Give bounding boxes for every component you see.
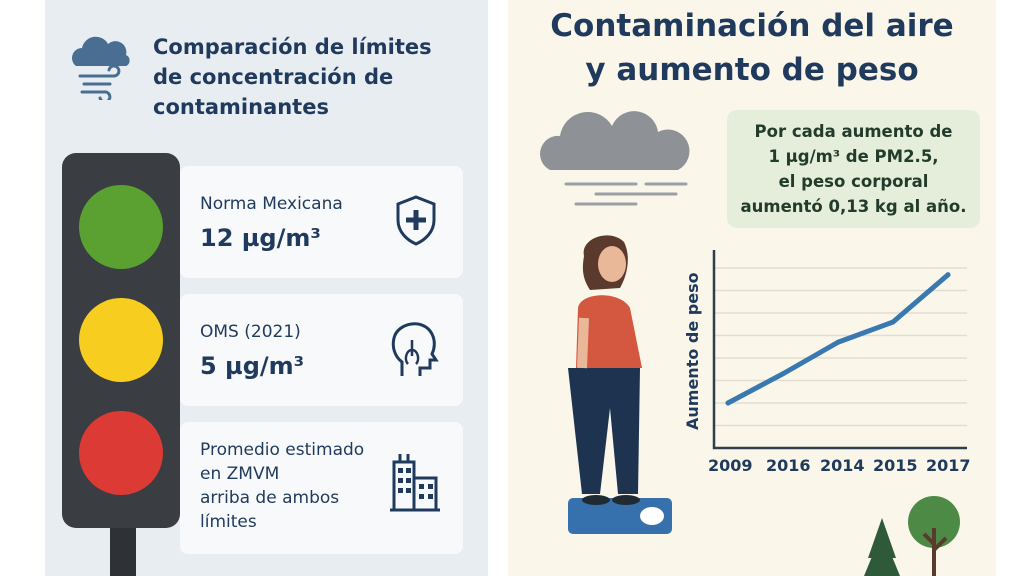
label-line: en ZMVM <box>200 464 280 484</box>
red-lamp <box>79 411 163 495</box>
title-line: y aumento de peso <box>585 52 919 88</box>
card-norma-mexicana: Norma Mexicana 12 µg/m³ <box>180 166 463 278</box>
card-zmvm: Promedio estimado en ZMVM arriba de ambo… <box>180 422 463 554</box>
x-tick-label: 2017 <box>926 456 971 475</box>
data-point <box>835 339 841 345</box>
x-tick-label: 2016 <box>766 456 811 475</box>
shield-plus-icon <box>396 195 436 246</box>
cloud-wind-icon <box>72 36 130 100</box>
x-tick-label: 2014 <box>820 456 865 475</box>
card-value: 12 µg/m³ <box>200 224 321 252</box>
traffic-light-pole <box>110 520 136 576</box>
note-line: Por cada aumento de <box>754 122 953 141</box>
data-point <box>725 400 731 406</box>
data-point <box>890 319 896 325</box>
note-line: aumentó 0,13 kg al año. <box>740 197 967 216</box>
y-axis-label: Aumento de peso <box>683 272 702 430</box>
x-tick-label: 2015 <box>873 456 918 475</box>
yellow-lamp <box>79 298 163 382</box>
traffic-light <box>62 153 180 528</box>
fact-note: Por cada aumento de 1 µg/m³ de PM2.5, el… <box>727 110 980 228</box>
title-line: de concentración de <box>153 65 394 89</box>
note-line: 1 µg/m³ de PM2.5, <box>768 147 939 166</box>
card-label: Norma Mexicana <box>200 194 343 214</box>
data-point <box>780 371 786 377</box>
title-line: Contaminación del aire <box>550 8 954 44</box>
note-line: el peso corporal <box>778 172 929 191</box>
x-tick-label: 2009 <box>708 456 753 475</box>
data-point <box>945 272 951 278</box>
title-line: Comparación de límites <box>153 35 432 59</box>
line-chart <box>712 250 967 450</box>
buildings-icon <box>390 454 440 512</box>
trees-illustration <box>864 496 960 576</box>
green-lamp <box>79 185 163 269</box>
person-on-scale-illustration <box>568 235 672 534</box>
label-line: arriba de ambos <box>200 488 340 508</box>
series-line <box>725 272 951 406</box>
smog-cloud-icon <box>540 111 690 206</box>
head-lungs-icon <box>391 322 439 376</box>
card-label: OMS (2021) <box>200 322 301 342</box>
card-value: 5 µg/m³ <box>200 352 305 380</box>
title-line: contaminantes <box>153 95 329 119</box>
axes <box>712 250 967 450</box>
right-title: Contaminación del aire y aumento de peso <box>508 4 996 92</box>
card-label: Promedio estimado en ZMVM arriba de ambo… <box>200 438 364 534</box>
left-title: Comparación de límites de concentración … <box>153 32 483 122</box>
label-line: límites <box>200 512 257 532</box>
label-line: Promedio estimado <box>200 440 365 460</box>
card-oms: OMS (2021) 5 µg/m³ <box>180 294 463 406</box>
